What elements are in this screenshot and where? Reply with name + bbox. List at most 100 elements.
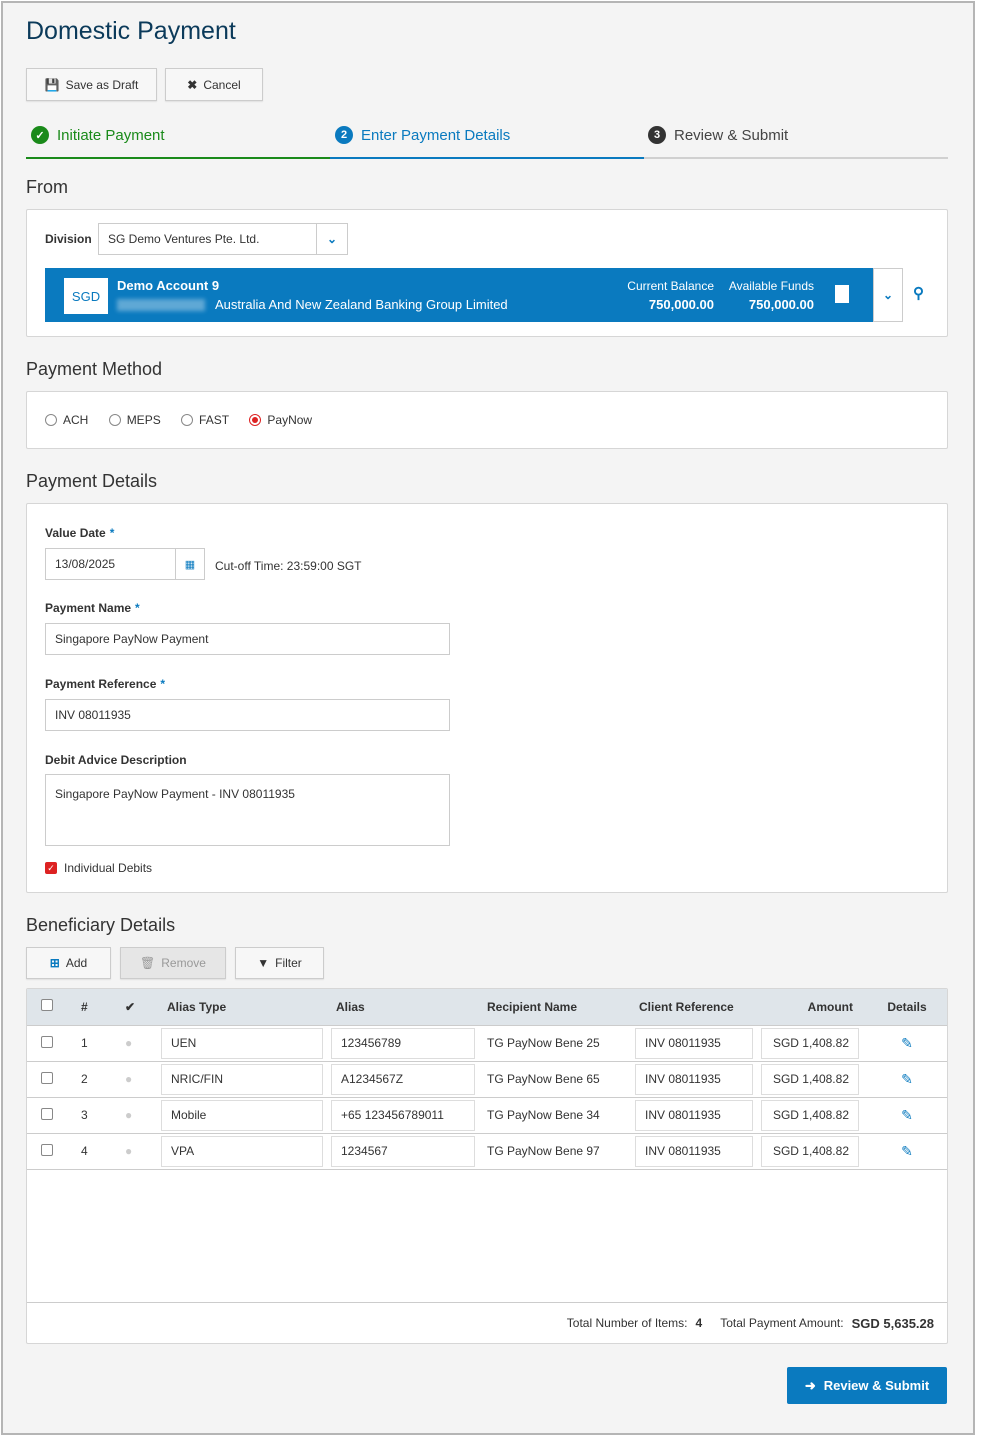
account-card[interactable]: SGD Demo Account 9 Australia And New Zea… — [45, 268, 873, 322]
alias-type-field[interactable]: NRIC/FIN — [161, 1063, 323, 1095]
radio-circle-selected[interactable] — [249, 414, 262, 426]
checkbox-checked-icon[interactable]: ✓ — [45, 862, 57, 874]
label-text: Payment Name — [45, 601, 132, 615]
table-row: 3 ● Mobile +65 123456789011 TG PayNow Be… — [27, 1097, 947, 1134]
table-row: 1 ● UEN 123456789 TG PayNow Bene 25 INV … — [27, 1025, 947, 1062]
account-number-masked — [117, 299, 205, 311]
required-mark: * — [109, 526, 115, 540]
step-label: Initiate Payment — [57, 126, 165, 144]
calendar-icon[interactable]: ▦ — [175, 549, 204, 579]
save-draft-button[interactable]: 💾 Save as Draft — [26, 68, 157, 101]
checkbox-label: Individual Debits — [64, 861, 153, 875]
review-submit-button[interactable]: ➜ Review & Submit — [787, 1367, 947, 1404]
row-checkbox[interactable] — [41, 1143, 53, 1156]
row-select — [27, 1061, 67, 1098]
alias-field[interactable]: 123456789 — [331, 1027, 475, 1059]
row-select — [27, 1133, 67, 1170]
col-alias-type: Alias Type — [157, 989, 331, 1026]
payment-name-input[interactable]: Singapore PayNow Payment — [45, 623, 450, 655]
radio-circle[interactable] — [45, 414, 57, 426]
remove-label: Remove — [161, 956, 206, 970]
page-title: Domestic Payment — [26, 17, 236, 45]
radio-meps[interactable]: MEPS — [108, 413, 161, 427]
radio-label: PayNow — [267, 413, 313, 427]
col-alias: Alias — [331, 989, 483, 1026]
amount-field[interactable]: SGD 1,408.82 — [761, 1027, 859, 1059]
row-checkbox[interactable] — [41, 1107, 53, 1120]
individual-debits-checkbox[interactable]: ✓ Individual Debits — [45, 861, 152, 875]
payment-method-title: Payment Method — [26, 359, 163, 379]
amount-field[interactable]: SGD 1,408.82 — [761, 1099, 859, 1131]
amount-field[interactable]: SGD 1,408.82 — [761, 1063, 859, 1095]
close-icon: ✖ — [187, 77, 198, 92]
account-name: Demo Account 9 — [117, 278, 220, 293]
edit-icon[interactable]: ✎ — [867, 1025, 947, 1062]
row-checkbox[interactable] — [41, 1035, 53, 1048]
recipient-name: TG PayNow Bene 97 — [483, 1133, 635, 1170]
filter-label: Filter — [275, 956, 302, 970]
radio-fast[interactable]: FAST — [181, 413, 229, 427]
col-status: ✔ — [107, 989, 157, 1026]
cancel-button[interactable]: ✖ Cancel — [165, 68, 263, 101]
client-reference-field[interactable]: INV 08011935 — [635, 1099, 753, 1131]
required-mark: * — [160, 677, 166, 691]
step-initiate-payment[interactable]: ✓ Initiate Payment — [31, 126, 165, 144]
available-funds-value: 750,000.00 — [748, 297, 814, 312]
col-recipient-name: Recipient Name — [483, 989, 635, 1026]
edit-icon[interactable]: ✎ — [867, 1061, 947, 1098]
row-number: 4 — [67, 1133, 107, 1170]
document-icon[interactable] — [835, 285, 849, 303]
edit-icon[interactable]: ✎ — [867, 1097, 947, 1134]
amount-field[interactable]: SGD 1,408.82 — [761, 1135, 859, 1167]
floppy-disk-icon: 💾 — [44, 77, 60, 92]
radio-paynow[interactable]: PayNow — [249, 413, 312, 427]
division-select[interactable]: SG Demo Ventures Pte. Ltd. ⌄ — [98, 223, 348, 255]
alias-field[interactable]: A1234567Z — [331, 1063, 475, 1095]
radio-ach[interactable]: ACH — [45, 413, 88, 427]
alias-type-field[interactable]: Mobile — [161, 1099, 323, 1131]
step-number: 2 — [335, 126, 353, 144]
radio-circle[interactable] — [108, 414, 121, 426]
alias-field[interactable]: +65 123456789011 — [331, 1099, 475, 1131]
check-circle-icon: ● — [107, 1061, 157, 1098]
step-progress-complete — [26, 157, 330, 159]
filter-button[interactable]: ▼ Filter — [235, 947, 324, 979]
alias-field[interactable]: 1234567 — [331, 1135, 475, 1167]
alias-type-field[interactable]: VPA — [161, 1135, 323, 1167]
radio-circle[interactable] — [181, 414, 194, 426]
remove-beneficiary-button[interactable]: 🗑 Remove — [120, 947, 226, 979]
cutoff-time: Cut-off Time: 23:59:00 SGT — [215, 559, 362, 573]
edit-icon[interactable]: ✎ — [867, 1133, 947, 1170]
select-all-checkbox[interactable] — [41, 999, 53, 1012]
step-review-submit[interactable]: 3 Review & Submit — [648, 126, 788, 144]
client-reference-field[interactable]: INV 08011935 — [635, 1063, 753, 1095]
row-checkbox[interactable] — [41, 1071, 53, 1084]
search-icon[interactable]: ⚲ — [913, 285, 924, 302]
save-draft-label: Save as Draft — [65, 77, 139, 92]
check-circle-icon: ● — [107, 1097, 157, 1134]
account-dropdown-chevron-icon[interactable]: ⌄ — [873, 268, 903, 322]
radio-label: ACH — [63, 413, 89, 427]
review-submit-label: Review & Submit — [823, 1378, 930, 1393]
value-date-label: Value Date * — [45, 526, 114, 540]
debit-description-textarea[interactable]: Singapore PayNow Payment - INV 08011935 — [45, 774, 450, 846]
check-circle-icon: ✓ — [31, 126, 49, 144]
division-label: Division — [45, 232, 92, 246]
client-reference-field[interactable]: INV 08011935 — [635, 1135, 753, 1167]
total-items-label: Total Number of Items: — [566, 1316, 688, 1330]
col-num: # — [67, 989, 107, 1026]
step-enter-payment-details[interactable]: 2 Enter Payment Details — [335, 126, 510, 144]
check-circle-icon: ● — [107, 1025, 157, 1062]
value-date-input[interactable]: 13/08/2025 ▦ — [45, 548, 205, 580]
payment-reference-input[interactable]: INV 08011935 — [45, 699, 450, 731]
alias-type-field[interactable]: UEN — [161, 1027, 323, 1059]
step-label: Review & Submit — [674, 126, 789, 144]
available-funds-label: Available Funds — [728, 279, 814, 293]
step-label: Enter Payment Details — [361, 126, 511, 144]
add-beneficiary-button[interactable]: ⊞ Add — [26, 947, 111, 979]
client-reference-field[interactable]: INV 08011935 — [635, 1027, 753, 1059]
label-text: Value Date — [45, 526, 106, 540]
table-totals: Total Number of Items: 4 Total Payment Am… — [567, 1316, 934, 1331]
value-date-value: 13/08/2025 — [55, 557, 116, 571]
plus-square-icon: ⊞ — [49, 956, 60, 970]
